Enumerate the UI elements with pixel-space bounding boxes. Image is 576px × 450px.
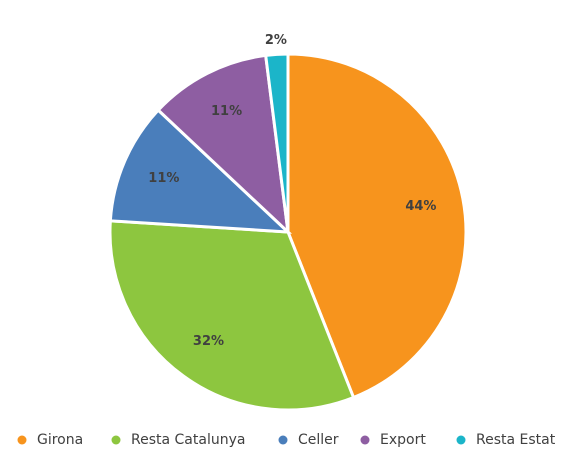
pie-slice bbox=[108, 219, 356, 412]
legend-label: Resta Estat bbox=[476, 432, 556, 448]
legend-marker bbox=[111, 435, 121, 445]
legend-label: Girona bbox=[37, 432, 83, 448]
data-label: 11% bbox=[148, 171, 179, 186]
pie-slice bbox=[108, 108, 293, 234]
legend-label: Resta Catalunya bbox=[131, 432, 245, 448]
pie-slice bbox=[286, 52, 468, 400]
data-label: 44% bbox=[405, 199, 436, 214]
pie-slice bbox=[156, 53, 291, 236]
legend-label: Export bbox=[380, 432, 426, 448]
legend-label: Celler bbox=[298, 432, 339, 448]
legend-marker bbox=[278, 435, 288, 445]
legend-marker bbox=[17, 435, 27, 445]
legend-marker bbox=[456, 435, 466, 445]
data-label: 32% bbox=[193, 334, 224, 349]
pie-slice bbox=[264, 52, 290, 233]
legend-marker bbox=[360, 435, 370, 445]
data-label: 2% bbox=[265, 33, 287, 48]
data-label: 11% bbox=[211, 104, 242, 119]
